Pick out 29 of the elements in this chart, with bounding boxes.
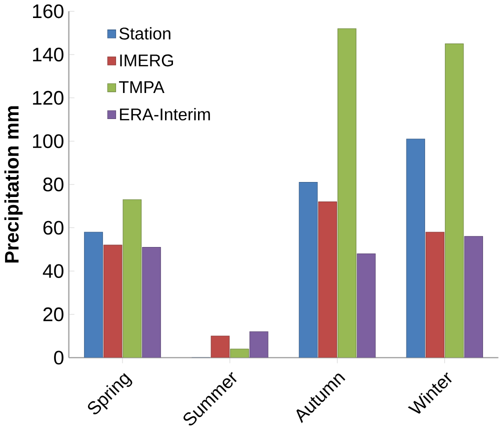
bar (84, 232, 103, 358)
bar (103, 244, 122, 358)
y-tick-label: 140 (33, 48, 64, 62)
y-tick-label: 80 (43, 178, 64, 192)
bar (298, 182, 318, 358)
bar (426, 232, 444, 358)
bar (230, 349, 249, 358)
legend-label: ERA-Interim (120, 108, 210, 120)
bar (338, 28, 356, 358)
bar (142, 247, 161, 358)
y-tick-label: 160 (33, 4, 64, 18)
bar (122, 199, 142, 358)
y-tick-label: 20 (43, 308, 64, 322)
y-tick-label: 60 (43, 220, 64, 235)
y-tick-label: 120 (33, 91, 64, 105)
legend-label: IMERG (120, 54, 173, 67)
y-tick-label: 0 (54, 350, 64, 365)
bar (356, 254, 376, 358)
legend-label: Station (119, 27, 170, 40)
y-axis-title: Precipitation mm (4, 106, 23, 263)
y-tick-label: 100 (33, 134, 64, 148)
bar (444, 44, 464, 358)
y-tick-label: 40 (42, 264, 64, 278)
bar (210, 336, 230, 358)
legend-label: TMPA (119, 81, 164, 94)
bar (406, 138, 426, 358)
bar (318, 202, 337, 358)
bar (249, 331, 268, 358)
bar (464, 236, 484, 358)
